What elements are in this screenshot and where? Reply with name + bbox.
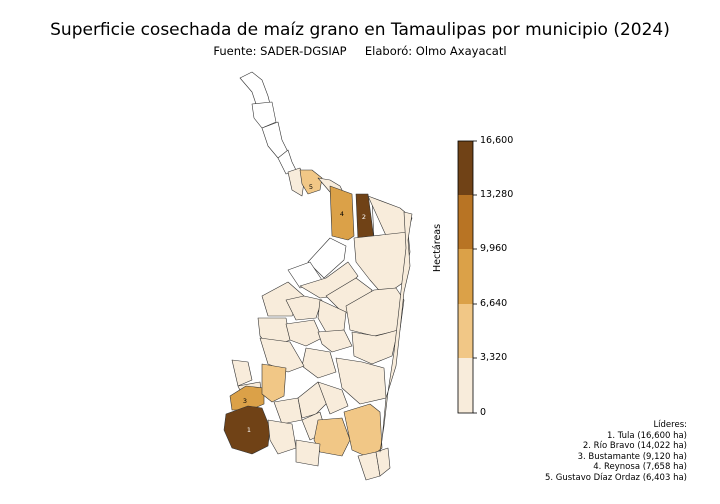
municipio-guemez <box>317 329 353 353</box>
coastal-strip <box>379 211 413 453</box>
colorbar-band-2 <box>458 304 473 358</box>
municipio-miquihuana <box>231 359 253 387</box>
municipio-nuevo-laredo <box>239 71 271 105</box>
leader-item-5: 5. Gustavo Díaz Ordaz (6,403 ha) <box>544 472 687 483</box>
colorbar <box>457 140 477 414</box>
map-label-5: 5 <box>309 183 313 191</box>
leader-item-2: 2. Río Bravo (14,022 ha) <box>582 441 687 451</box>
municipio-jaumave-sur <box>261 363 287 403</box>
colorbar-band-4 <box>458 195 473 249</box>
municipio-victoria <box>285 319 323 347</box>
municipio-madero <box>375 447 391 477</box>
municipio-gonzalez <box>313 417 351 457</box>
municipio-villagran <box>285 295 323 321</box>
municipio-reynosa <box>329 185 355 241</box>
author-text: Elaboró: Olmo Axayacatl <box>364 44 507 58</box>
municipio-bustamante <box>229 385 265 411</box>
colorbar-tick-3: 9,960 <box>480 243 508 254</box>
leader-item-4: 4. Reynosa (7,658 ha) <box>593 462 687 472</box>
map-title: Superficie cosechada de maíz grano en Ta… <box>50 20 670 40</box>
municipio-soto-la-marina <box>345 287 405 337</box>
colorbar-label: Hectáreas <box>432 223 443 272</box>
municipio-mier-norte <box>261 121 289 159</box>
municipio-antiguo-morelos <box>267 419 297 455</box>
source-text: Fuente: SADER-DGSIAP <box>213 44 347 58</box>
map-label-3: 3 <box>243 397 247 405</box>
municipio-xicotencatl <box>317 381 349 415</box>
municipio-tula <box>223 405 271 455</box>
colorbar-band-3 <box>458 249 473 304</box>
colorbar-tick-0: 0 <box>480 407 487 418</box>
municipio-altamira <box>343 403 383 459</box>
colorbar-tick-5: 16,600 <box>480 135 514 146</box>
leader-item-3: 3. Bustamante (9,120 ha) <box>577 451 687 462</box>
colorbar-band-1 <box>458 358 473 413</box>
municipio-casas <box>351 329 399 365</box>
municipio-llera <box>301 347 337 379</box>
municipio-ocampo <box>273 397 303 425</box>
colorbar-band-5 <box>458 141 473 195</box>
leader-item-1: 1. Tula (16,600 ha) <box>606 430 687 441</box>
colorbar-tick-1: 3,320 <box>480 352 508 363</box>
municipio-jaumave <box>259 337 305 373</box>
municipio-camargo <box>287 167 305 197</box>
municipio-miguel-aleman <box>277 149 297 175</box>
municipio-burgos-nb <box>307 237 347 279</box>
colorbar-tick-4: 13,280 <box>480 189 514 200</box>
map-subtitle: Fuente: SADER-DGSIAP Elaboró: Olmo Axaya… <box>0 44 720 58</box>
municipio-gustavo-diaz-ordaz <box>299 169 323 195</box>
municipio-guerrero <box>251 101 277 129</box>
municipio-rio-bravo <box>355 193 375 241</box>
map-label-2: 2 <box>362 213 366 221</box>
map-label-1: 1 <box>247 426 251 434</box>
leaders-list: Líderes: 1. Tula (16,600 ha) 2. Río Brav… <box>545 420 687 483</box>
municipio-nuevo-morelos <box>295 439 321 467</box>
map-label-4: 4 <box>340 210 344 218</box>
colorbar-tick-2: 6,640 <box>480 298 508 309</box>
leaders-heading: Líderes: <box>653 420 687 430</box>
